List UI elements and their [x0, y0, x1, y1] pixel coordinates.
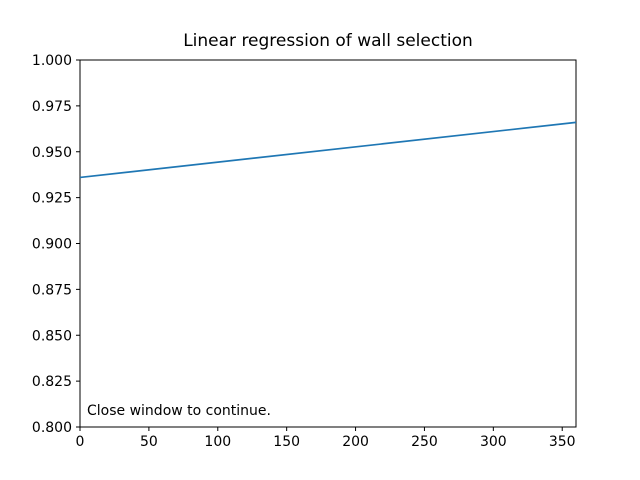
y-tick-label: 0.850: [32, 328, 72, 344]
y-tick-label: 0.825: [32, 374, 72, 390]
y-tick-label: 0.800: [32, 420, 72, 436]
y-tick-label: 0.875: [32, 282, 72, 298]
x-tick-label: 350: [549, 434, 576, 450]
x-tick-label: 100: [204, 434, 231, 450]
y-tick-label: 0.925: [32, 191, 72, 207]
x-tick-label: 50: [140, 434, 158, 450]
x-tick-label: 0: [76, 434, 85, 450]
annotation-text: Close window to continue.: [87, 403, 271, 419]
x-tick-label: 250: [411, 434, 438, 450]
y-tick-label: 0.900: [32, 237, 72, 253]
axes-spines: [79, 59, 577, 428]
y-tick-label: 0.975: [32, 99, 72, 115]
chart-title: Linear regression of wall selection: [183, 31, 473, 51]
y-tick-label: 1.000: [32, 53, 72, 69]
y-tick-label: 0.950: [32, 145, 72, 161]
regression-line: [79, 121, 577, 179]
x-tick-label: 300: [480, 434, 507, 450]
x-tick-label: 150: [273, 434, 300, 450]
x-tick-label: 200: [342, 434, 369, 450]
